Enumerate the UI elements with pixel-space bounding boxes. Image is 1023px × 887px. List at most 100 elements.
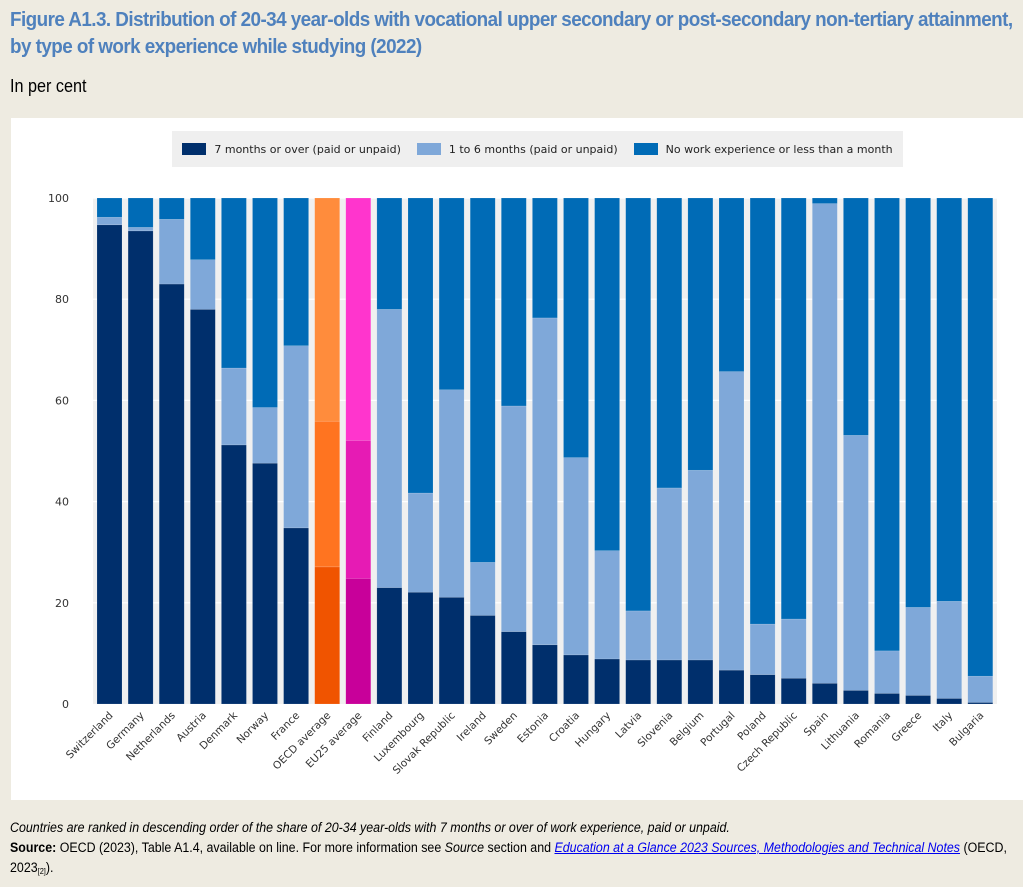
bar-segment — [687, 659, 714, 705]
x-tick-label: EU25 average — [304, 710, 365, 771]
source-text: section and — [484, 840, 555, 855]
bar-segment — [718, 669, 745, 705]
bar-segment — [252, 407, 278, 464]
x-tick-label: Italy — [931, 710, 956, 735]
bar-segment — [221, 444, 247, 705]
y-tick-label: 40 — [55, 496, 69, 509]
bar-segment — [563, 457, 589, 656]
bar-segment — [376, 309, 403, 588]
bar-segment — [563, 654, 589, 705]
methodology-link[interactable]: Education at a Glance 2023 Sources, Meth… — [554, 840, 961, 855]
bar-segment — [656, 487, 683, 661]
bar-segment — [376, 197, 403, 310]
y-tick-label: 60 — [55, 394, 69, 407]
bar-segment — [936, 197, 962, 602]
bar-segment — [532, 197, 558, 319]
bar-segment — [843, 197, 869, 436]
x-tick-label: Norway — [234, 710, 271, 747]
y-tick-label: 80 — [55, 293, 69, 306]
bar-segment — [469, 562, 496, 616]
bar-segment — [127, 197, 154, 228]
bar-segment — [501, 631, 527, 705]
legend-label: No work experience or less than a month — [665, 142, 893, 156]
bar-segment — [190, 309, 216, 705]
bar-segment — [780, 197, 807, 620]
y-tick-label: 100 — [48, 192, 69, 205]
legend-swatch — [633, 143, 658, 155]
bar-segment — [190, 197, 216, 260]
bar-segment — [407, 591, 434, 705]
bar-segment — [967, 675, 994, 703]
bar-segment — [501, 405, 527, 632]
source-text: OECD (2023), Table A1.4, available on li… — [56, 840, 445, 855]
bar-segment — [158, 197, 185, 220]
legend-item-1-6-months: 1 to 6 months (paid or unpaid) — [416, 142, 618, 156]
bar-segment — [905, 197, 931, 608]
bar-segment — [96, 224, 123, 705]
bar-segment — [749, 197, 776, 625]
source-text: (OECD, 2023 — [10, 840, 1007, 875]
bar-segment — [687, 469, 714, 661]
source-italic: Source — [444, 840, 485, 855]
bar-segment — [345, 440, 372, 579]
figure-footer: Countries are ranked in descending order… — [10, 818, 1017, 882]
bar-segment — [314, 420, 340, 568]
bar-segment — [749, 623, 776, 675]
bar-segment — [158, 283, 185, 705]
figure-subtitle: In per cent — [10, 76, 87, 96]
bar-segment — [594, 550, 620, 660]
legend-item-no-experience: No work experience or less than a month — [633, 142, 893, 156]
bar-segment — [905, 607, 931, 696]
bar-segment — [812, 203, 838, 684]
chart-legend: 7 months or over (paid or unpaid) 1 to 6… — [172, 131, 903, 167]
bar-segment — [469, 615, 496, 705]
legend-swatch — [182, 143, 207, 155]
bar-segment — [314, 566, 340, 705]
y-tick-label: 0 — [62, 698, 69, 711]
chart-panel: 7 months or over (paid or unpaid) 1 to 6… — [11, 118, 1023, 800]
bar-segment — [532, 317, 558, 646]
bar-segment — [936, 601, 962, 699]
bar-segment — [407, 197, 434, 494]
x-tick-label: Portugal — [698, 710, 737, 749]
bar-segment — [874, 693, 900, 705]
bar-segment — [190, 259, 216, 310]
bar-segment — [501, 197, 527, 407]
bar-segment — [812, 197, 838, 204]
bar-segment — [874, 197, 900, 652]
legend-label: 7 months or over (paid or unpaid) — [214, 142, 401, 156]
bar-segment — [158, 219, 185, 285]
bar-segment — [936, 698, 962, 705]
legend-item-7-months: 7 months or over (paid or unpaid) — [182, 143, 401, 156]
bar-segment — [376, 587, 403, 705]
source-line: Source: OECD (2023), Table A1.4, availab… — [10, 838, 1017, 882]
bar-segment — [874, 650, 900, 694]
x-tick-label: Greece — [889, 710, 924, 745]
bar-segment — [656, 659, 683, 705]
source-label: Source: — [10, 840, 57, 855]
figure-title: Figure A1.3. Distribution of 20-34 year-… — [10, 8, 1013, 58]
bar-segment — [843, 435, 869, 691]
bar-segment — [438, 389, 465, 598]
bar-segment — [438, 197, 465, 391]
x-tick-label: Estonia — [515, 710, 551, 746]
x-tick-label: Switzerland — [64, 710, 116, 762]
reference-marker[interactable]: [2] — [37, 867, 46, 876]
bar-segment — [656, 197, 683, 489]
legend-label: 1 to 6 months (paid or unpaid) — [448, 142, 618, 156]
x-tick-label: Spain — [802, 710, 831, 739]
bar-segment — [345, 197, 372, 441]
bar-segment — [127, 227, 154, 232]
bar-segment — [127, 230, 154, 705]
bar-segment — [283, 527, 309, 705]
bar-segment — [563, 197, 589, 458]
bar-segment — [843, 690, 869, 705]
bar-segment — [221, 197, 247, 369]
bar-segment — [812, 683, 838, 705]
bar-segment — [594, 658, 620, 705]
bar-segment — [687, 197, 714, 471]
bar-segment — [625, 197, 651, 612]
bar-segment — [625, 610, 651, 661]
bar-segment — [780, 677, 807, 705]
footnote: Countries are ranked in descending order… — [10, 820, 730, 835]
